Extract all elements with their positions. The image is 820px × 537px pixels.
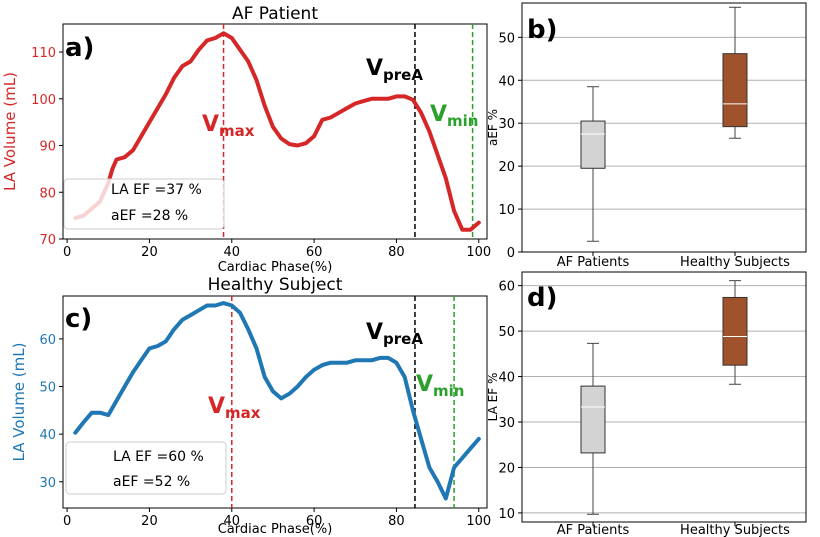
marker-label-subscript: min — [433, 382, 464, 400]
chart-1-marker-label-vprea: VpreA — [366, 320, 423, 348]
marker-label-subscript: max — [219, 122, 255, 140]
chart-0-y-tick-label: 100 — [31, 93, 56, 108]
chart-3-y-tick-label: 50 — [498, 325, 515, 340]
chart-1-y-tick-label: 40 — [39, 428, 56, 443]
chart-0-x-tick-label: 60 — [306, 245, 323, 260]
chart-1-x-tick-label: 20 — [141, 514, 158, 529]
chart-1-legend-box — [65, 441, 227, 495]
chart-1-series-line — [73, 301, 481, 501]
chart-1-y-tick-label: 30 — [39, 476, 56, 491]
chart-3-y-tick-label: 40 — [498, 371, 515, 386]
marker-label-subscript: min — [447, 112, 478, 130]
chart-0-legend-text: LA EF =37 % — [111, 182, 202, 198]
chart-3-y-axis-label: LA EF % — [486, 373, 500, 422]
chart-3-category-label: Healthy Subjects — [680, 523, 790, 537]
chart-1-title: Healthy Subject — [208, 275, 343, 295]
chart-1-x-tick-label: 0 — [63, 514, 71, 529]
chart-2-y-tick-label: 30 — [498, 117, 515, 132]
marker-label-main: V — [208, 394, 225, 419]
marker-label-main: V — [366, 56, 383, 81]
chart-3-plot-frame — [521, 271, 807, 523]
chart-0-x-tick-label: 100 — [466, 245, 491, 260]
chart-1-x-axis-label: Cardiac Phase(%) — [218, 522, 333, 537]
chart-0-y-tick-label: 90 — [39, 140, 56, 155]
marker-label-subscript: preA — [383, 330, 423, 348]
chart-2-y-tick-label: 40 — [498, 74, 515, 89]
chart-1-panel-label: c) — [65, 304, 92, 334]
chart-3-category-label: AF Patients — [557, 523, 630, 537]
chart-0-marker-label-vmin: Vmin — [430, 102, 478, 130]
chart-0-plot-frame — [62, 23, 488, 240]
chart-0-marker-label-vmax: Vmax — [202, 112, 255, 140]
chart-0-x-tick-label: 20 — [141, 245, 158, 260]
chart-0-x-tick-label: 40 — [224, 245, 241, 260]
chart-2-y-tick-label: 10 — [498, 203, 515, 218]
chart-2-y-tick-label: 50 — [498, 31, 515, 46]
chart-2-y-tick-label: 0 — [507, 246, 515, 261]
marker-label-subscript: preA — [383, 66, 423, 84]
chart-2-box-1 — [722, 53, 748, 128]
chart-1-y-tick-label: 50 — [39, 381, 56, 396]
chart-2-category-label: Healthy Subjects — [680, 255, 790, 270]
chart-0-marker-label-vprea: VpreA — [366, 56, 423, 84]
chart-1-legend-text: aEF =52 % — [113, 474, 190, 490]
chart-0-x-tick-label: 80 — [388, 245, 405, 260]
chart-3-y-tick-label: 20 — [498, 461, 515, 476]
chart-0-series-line — [73, 31, 481, 232]
chart-1-legend-text: LA EF =60 % — [113, 449, 204, 465]
chart-0-title: AF Patient — [232, 4, 318, 24]
chart-2-category-label: AF Patients — [557, 255, 630, 270]
chart-0-x-tick-label: 0 — [63, 245, 71, 260]
chart-0-legend-box — [63, 178, 225, 230]
marker-label-main: V — [416, 372, 433, 397]
chart-2-y-tick-label: 20 — [498, 160, 515, 175]
chart-2-y-axis-label: aEF % — [486, 109, 500, 146]
chart-3-y-tick-label: 10 — [498, 507, 515, 522]
marker-label-main: V — [430, 102, 447, 127]
chart-0-y-tick-label: 70 — [39, 233, 56, 248]
chart-0-y-tick-label: 110 — [31, 46, 56, 61]
chart-1-marker-label-vmin: Vmin — [416, 372, 464, 400]
chart-2-panel-label: b) — [527, 15, 558, 45]
chart-1-x-tick-label: 80 — [388, 514, 405, 529]
chart-1-x-tick-label: 60 — [306, 514, 323, 529]
chart-3-box-1 — [722, 296, 748, 366]
chart-3-y-tick-label: 30 — [498, 416, 515, 431]
chart-0-y-tick-label: 80 — [39, 186, 56, 201]
chart-2-box-0 — [580, 120, 606, 169]
chart-0-y-axis-label: LA Volume (mL) — [1, 72, 19, 191]
chart-0-legend-text: aEF =28 % — [111, 208, 188, 224]
chart-0-x-axis-label: Cardiac Phase(%) — [218, 260, 333, 275]
chart-1-y-tick-label: 60 — [39, 333, 56, 348]
chart-1-y-axis-label: LA Volume (mL) — [10, 343, 28, 462]
chart-3-box-0 — [580, 385, 606, 454]
chart-1-x-tick-label: 40 — [224, 514, 241, 529]
chart-1-x-tick-label: 100 — [466, 514, 491, 529]
chart-3-y-tick-label: 60 — [498, 280, 515, 295]
chart-1-marker-label-vmax: Vmax — [208, 394, 261, 422]
chart-2-plot-frame — [521, 2, 807, 253]
marker-label-main: V — [202, 112, 219, 137]
marker-label-subscript: max — [225, 404, 261, 422]
marker-label-main: V — [366, 320, 383, 345]
chart-1-plot-frame — [62, 295, 488, 509]
chart-3-panel-label: d) — [527, 283, 558, 313]
chart-0-panel-label: a) — [65, 33, 94, 63]
